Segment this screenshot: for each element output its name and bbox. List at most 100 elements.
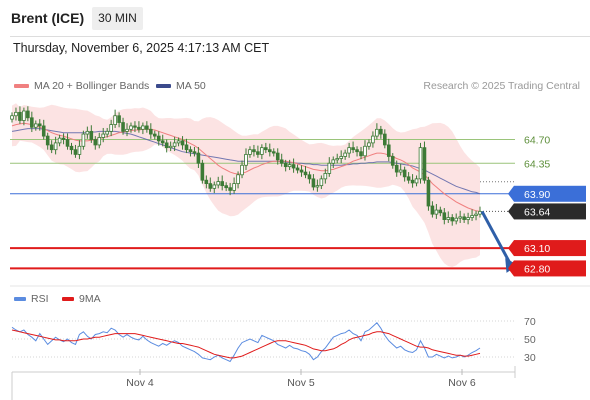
rsi-legend: RSI <box>14 293 49 305</box>
candle-body <box>41 125 46 137</box>
candle-body <box>57 137 62 144</box>
candle-body <box>65 139 70 147</box>
candle-body <box>351 147 355 151</box>
rsi-legend-label: RSI <box>31 293 49 305</box>
candle-body <box>458 216 462 219</box>
time-tick-label: Nov 6 <box>448 377 476 389</box>
rsi-ma-line <box>11 329 481 359</box>
candle-body <box>430 205 435 215</box>
level-label-3: 63.64 <box>524 206 550 218</box>
candle-body <box>196 152 201 164</box>
level-label-pointer-3 <box>508 203 514 220</box>
candle-body <box>220 181 225 187</box>
timeframe-badge[interactable]: 30 MIN <box>92 7 143 30</box>
candle-body <box>248 149 252 155</box>
candle-body <box>45 135 50 146</box>
candle-body <box>97 137 102 146</box>
candle-body <box>37 123 42 127</box>
rsi-swatch <box>14 297 26 302</box>
candle-body <box>470 215 474 218</box>
level-labels-layer: 64.70 64.35 63.90 63.64 63.10 62.80 <box>480 135 586 277</box>
candle-body <box>14 111 18 117</box>
candle-body <box>129 125 133 130</box>
candle-body <box>398 169 403 173</box>
candle-body <box>152 133 157 137</box>
candle-body <box>434 209 439 215</box>
candle-body <box>180 140 185 146</box>
candle-body <box>355 149 359 153</box>
candle-body <box>335 158 340 161</box>
rsi-ma-legend: 9MA <box>62 293 101 305</box>
rsi-tick-70: 70 <box>524 316 536 328</box>
rsi-line <box>11 322 481 363</box>
candle-body <box>113 115 117 125</box>
candle-body <box>164 142 169 149</box>
level-label-1: 64.35 <box>524 158 550 170</box>
candle-body <box>18 111 22 121</box>
candle-body <box>69 145 74 151</box>
level-label-pointer-2 <box>508 185 514 202</box>
ma20-legend: MA 20 + Bollinger Bands <box>14 80 149 92</box>
candle-body <box>347 147 351 154</box>
candle-body <box>260 147 264 155</box>
candle-body <box>184 144 189 151</box>
candle-body <box>33 123 38 128</box>
candle-body <box>81 133 86 147</box>
ma50-swatch <box>156 84 171 89</box>
candle-body <box>264 147 268 151</box>
candle-body <box>390 156 395 166</box>
candle-body <box>450 217 455 222</box>
candle-body <box>109 124 113 132</box>
candle-body <box>466 217 470 220</box>
candle-body <box>105 130 109 135</box>
candle-body <box>101 133 106 138</box>
ma20-line <box>11 122 481 212</box>
level-label-pointer-5 <box>508 260 514 277</box>
candle-body <box>271 151 276 154</box>
candle-body <box>26 110 30 119</box>
candle-body <box>232 183 236 191</box>
instrument-title: Brent (ICE) <box>11 10 85 26</box>
candle-body <box>315 185 320 188</box>
rsi-ma-swatch <box>62 297 74 302</box>
candle-body <box>462 216 466 220</box>
candle-body <box>73 149 78 155</box>
candle-body <box>145 125 149 130</box>
candle-body <box>339 156 343 159</box>
candle-body <box>240 164 244 176</box>
candle-body <box>446 217 451 220</box>
candle-body <box>188 149 193 153</box>
chart-timestamp: Thursday, November 6, 2025 4:17:13 AM CE… <box>13 41 270 55</box>
candle-body <box>85 130 90 135</box>
candle-body <box>414 178 419 184</box>
candle-body <box>117 115 121 123</box>
chart-header: Brent (ICE) 30 MIN <box>0 0 590 36</box>
header-divider <box>10 36 590 37</box>
candle-body <box>141 125 145 130</box>
candle-body <box>375 128 379 137</box>
candle-body <box>256 151 260 155</box>
candle-body <box>319 178 324 187</box>
candle-body <box>252 149 256 153</box>
level-label-4: 63.10 <box>524 243 550 255</box>
candle-body <box>156 135 161 142</box>
candle-body <box>438 209 443 214</box>
candle-body <box>49 144 54 151</box>
level-label-box-3 <box>514 203 586 220</box>
candle-body <box>367 142 371 147</box>
bollinger-band <box>12 103 480 267</box>
candle-body <box>299 169 304 173</box>
candle-body <box>53 142 58 151</box>
candle-body <box>216 181 221 186</box>
level-label-0: 64.70 <box>524 135 550 147</box>
candle-body <box>93 139 98 146</box>
candle-body <box>228 187 232 191</box>
time-axis: Nov 4 Nov 5 Nov 6 <box>11 366 516 400</box>
candle-body <box>383 133 387 146</box>
ma20-swatch <box>14 84 29 89</box>
level-label-pointer-4 <box>508 240 514 257</box>
rsi-ma-legend-label: 9MA <box>79 293 101 305</box>
candle-body <box>192 151 197 154</box>
candle-body <box>406 176 411 181</box>
